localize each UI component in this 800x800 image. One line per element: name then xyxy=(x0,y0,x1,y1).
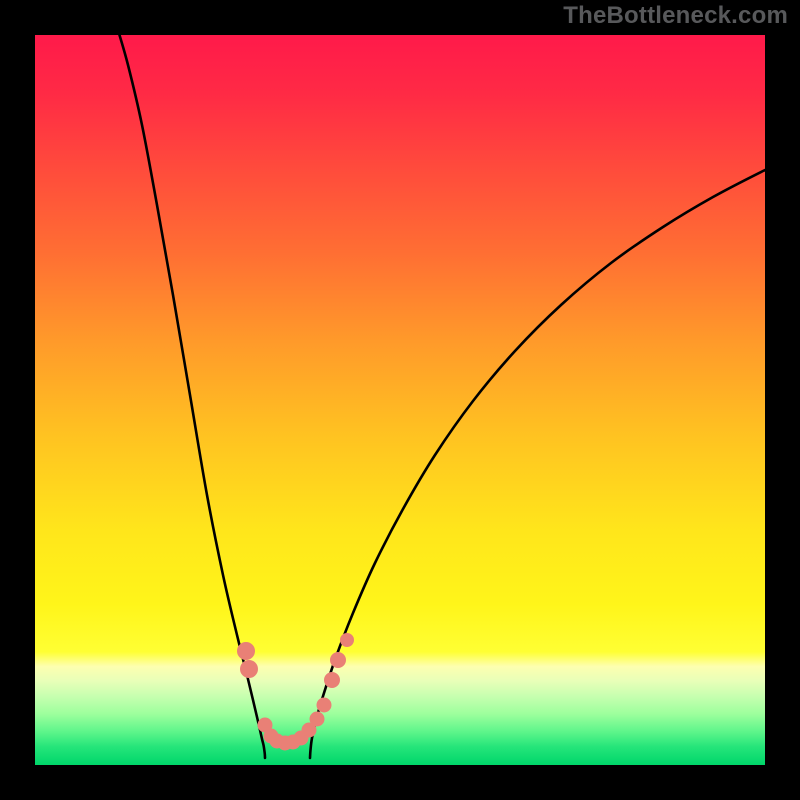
plot-svg xyxy=(35,35,765,765)
data-marker xyxy=(341,634,354,647)
data-marker xyxy=(325,673,340,688)
gradient-background xyxy=(35,35,765,765)
data-marker xyxy=(238,643,255,660)
plot-area xyxy=(35,35,765,765)
chart-frame: TheBottleneck.com xyxy=(0,0,800,800)
data-marker xyxy=(310,712,324,726)
data-marker xyxy=(317,698,331,712)
data-marker xyxy=(331,653,346,668)
data-marker xyxy=(241,661,258,678)
watermark-text: TheBottleneck.com xyxy=(563,2,788,30)
